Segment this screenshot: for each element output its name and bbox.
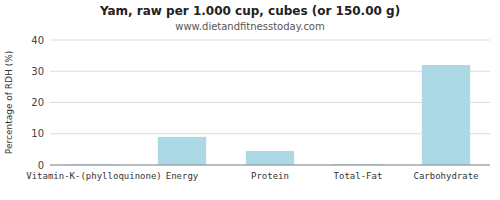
title: Yam, raw per 1.000 cup, cubes (or 150.00… xyxy=(99,4,400,18)
x-tick-label: Total-Fat xyxy=(334,171,383,181)
bar xyxy=(158,137,206,165)
bars xyxy=(70,65,470,165)
y-grid: 0 10 20 30 40 xyxy=(31,35,490,171)
y-tick-label: 0 xyxy=(38,160,44,171)
y-tick-label: 30 xyxy=(31,66,44,77)
x-tick-label: Energy xyxy=(166,171,199,181)
chart-container: Yam, raw per 1.000 cup, cubes (or 150.00… xyxy=(0,0,500,200)
x-axis: Vitamin-K-(phylloquinone) Energy Protein To… xyxy=(26,171,478,181)
x-axis-line xyxy=(50,165,490,166)
y-tick-label: 20 xyxy=(31,97,44,108)
x-tick-label: Carbohydrate xyxy=(413,171,478,181)
x-tick-label: Vitamin-K-(phylloquinone) xyxy=(26,171,161,181)
subtitle: www.dietandfitnesstoday.com xyxy=(175,21,324,32)
grid-line xyxy=(50,165,490,166)
y-tick-label: 40 xyxy=(31,35,44,46)
chart: Yam, raw per 1.000 cup, cubes (or 150.00… xyxy=(0,0,500,200)
x-tick-label: Protein xyxy=(251,171,289,181)
y-axis-label: Percentage of RDH (%) xyxy=(4,51,14,154)
y-tick-label: 10 xyxy=(31,128,44,139)
bar xyxy=(246,151,294,165)
grid-line xyxy=(50,40,490,41)
bar xyxy=(422,65,470,165)
